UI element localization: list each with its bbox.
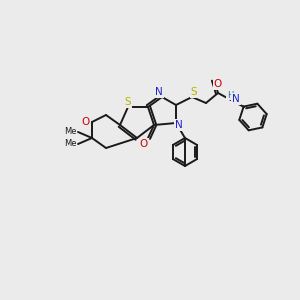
Text: O: O bbox=[214, 79, 222, 89]
Text: S: S bbox=[191, 87, 197, 97]
Text: N: N bbox=[232, 94, 240, 104]
Text: O: O bbox=[140, 139, 148, 149]
Text: N: N bbox=[155, 87, 163, 97]
Text: N: N bbox=[175, 120, 183, 130]
Text: S: S bbox=[125, 97, 131, 107]
Text: Me: Me bbox=[64, 128, 76, 136]
Text: H: H bbox=[227, 91, 233, 100]
Text: O: O bbox=[82, 117, 90, 127]
Text: Me: Me bbox=[64, 140, 76, 148]
